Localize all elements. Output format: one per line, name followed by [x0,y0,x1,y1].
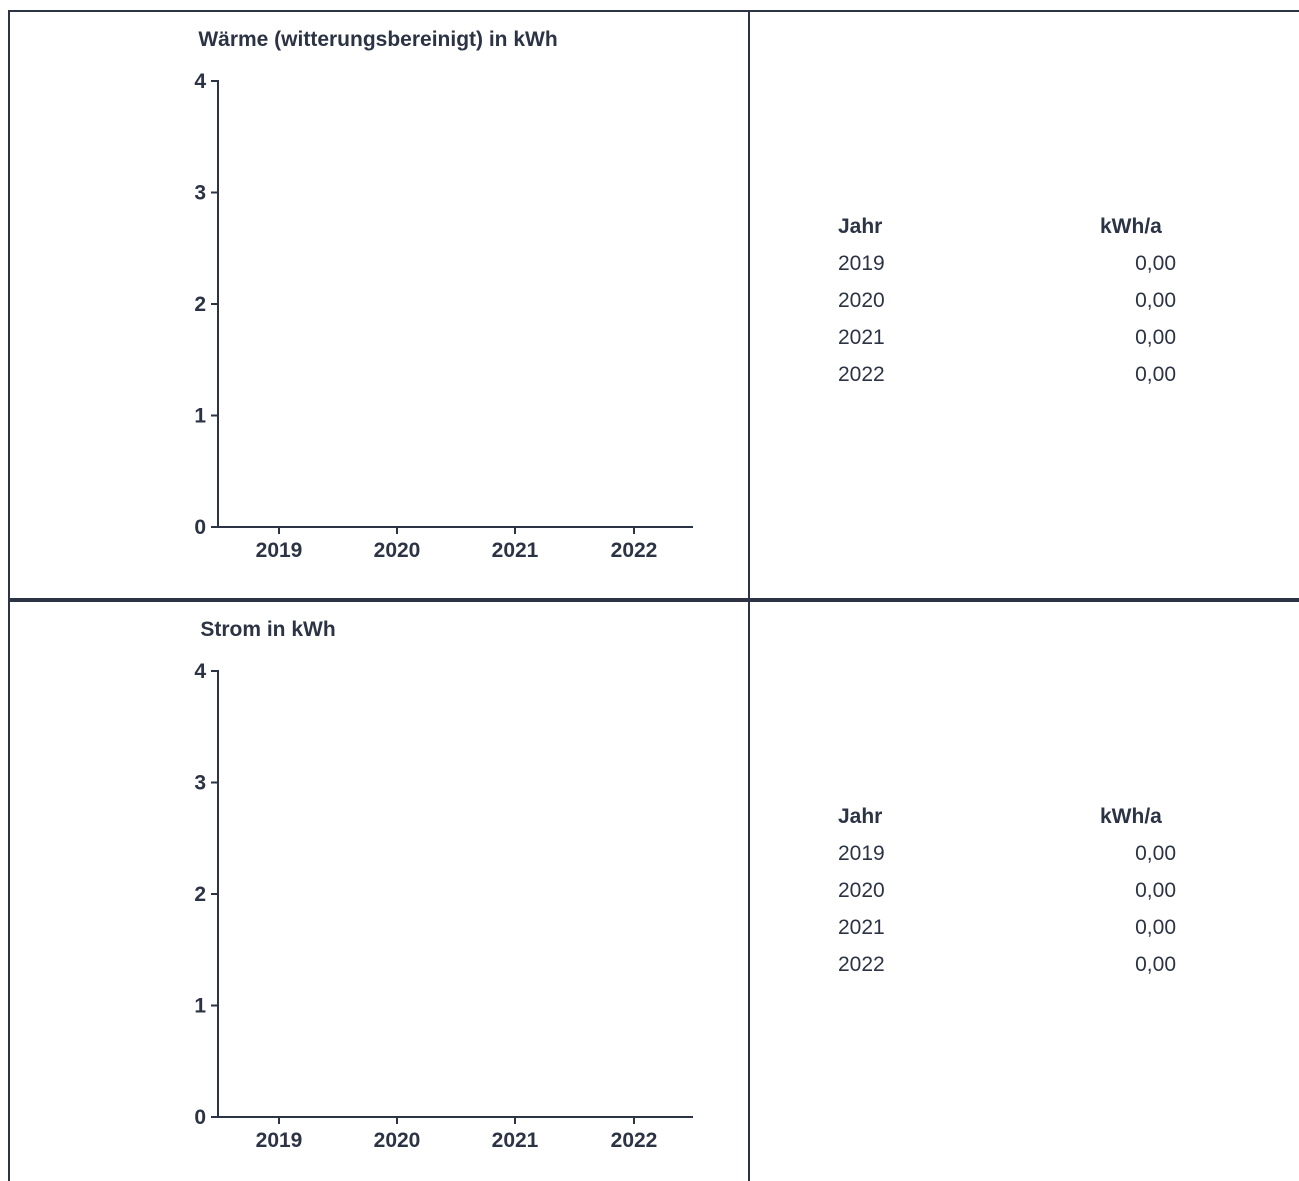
table-row: 2021 0,00 [838,326,1258,363]
row-value: 0,00 [1135,916,1176,939]
row-value: 0,00 [1135,879,1176,902]
y-tick-label: 2 [194,293,206,316]
y-tick-label: 0 [194,516,206,539]
x-tick-label: 2021 [492,539,539,562]
table-row: 2022 0,00 [838,953,1258,990]
y-tick-label: 3 [194,772,206,795]
table-row: 2019 0,00 [838,252,1258,289]
row-value: 0,00 [1135,326,1176,349]
row-year: 2022 [838,953,885,976]
row-value: 0,00 [1135,363,1176,386]
chart-strom: 0 1 2 3 4 2019 2020 2021 2022 [194,660,693,1152]
chart-panel-strom: Strom in kWh 0 1 2 3 4 2019 2020 2021 2022 [8,600,748,1181]
table-row: 2020 0,00 [838,289,1258,326]
column-divider [748,10,750,1181]
y-tick-label: 4 [194,70,206,93]
chart-title: Wärme (witterungsbereinigt) in kWh [198,28,558,51]
row-value: 0,00 [1135,842,1176,865]
x-tick-label: 2019 [256,539,303,562]
x-tick-label: 2019 [256,1129,303,1152]
table-row: 2019 0,00 [838,842,1258,879]
table-row: 2021 0,00 [838,916,1258,953]
header-year: Jahr [838,215,883,238]
header-value: kWh/a [1100,805,1162,828]
chart-title: Strom in kWh [200,618,336,641]
y-tick-label: 2 [194,883,206,906]
table-header-row: Jahr kWh/a [838,215,1258,252]
table-row: 2020 0,00 [838,879,1258,916]
section-divider [8,598,1299,602]
y-tick-label: 3 [194,182,206,205]
chart-waerme: 0 1 2 3 4 2019 2020 2021 2022 [194,70,693,562]
row-year: 2022 [838,363,885,386]
x-tick-label: 2020 [374,539,421,562]
left-border [8,10,10,1181]
y-tick-label: 0 [194,1106,206,1129]
header-value: kWh/a [1100,215,1162,238]
x-tick-label: 2022 [611,539,658,562]
row-value: 0,00 [1135,289,1176,312]
x-tick-label: 2020 [374,1129,421,1152]
table-strom: Jahr kWh/a 2019 0,00 2020 0,00 2021 0,00… [838,805,1258,990]
y-tick-label: 4 [194,660,206,683]
y-tick-label: 1 [194,405,206,428]
x-tick-label: 2022 [611,1129,658,1152]
row-value: 0,00 [1135,953,1176,976]
header-year: Jahr [838,805,883,828]
chart-panel-waerme: Wärme (witterungsbereinigt) in kWh 0 1 2 3 4… [8,10,748,598]
row-year: 2019 [838,252,885,275]
table-waerme: Jahr kWh/a 2019 0,00 2020 0,00 2021 0,00… [838,215,1258,400]
table-header-row: Jahr kWh/a [838,805,1258,842]
row-year: 2021 [838,916,885,939]
row-year: 2021 [838,326,885,349]
top-border [8,10,1299,12]
x-tick-label: 2021 [492,1129,539,1152]
row-year: 2020 [838,879,885,902]
row-year: 2019 [838,842,885,865]
y-tick-label: 1 [194,995,206,1018]
table-row: 2022 0,00 [838,363,1258,400]
row-year: 2020 [838,289,885,312]
row-value: 0,00 [1135,252,1176,275]
